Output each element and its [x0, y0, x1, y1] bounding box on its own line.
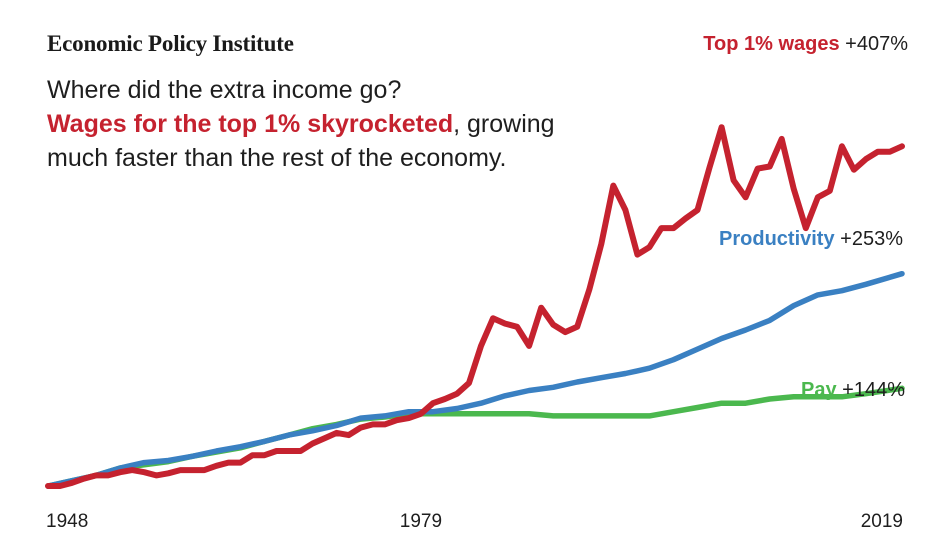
series-line-productivity [45, 270, 905, 489]
headline-part2: , growing much faster than the rest of t… [47, 110, 555, 172]
series-labels: Top 1% wages +407% Productivity +253% Pay … [703, 33, 908, 401]
series-name-productivity: Productivity [719, 228, 840, 250]
x-axis-ticks: 1948 1979 2019 [46, 511, 903, 532]
series-change-pay: +144% [842, 379, 905, 401]
x-tick-label: 1979 [400, 511, 442, 532]
headline-highlight: Wages for the top 1% skyrocketed [47, 110, 454, 138]
series-change-top1: +407% [845, 33, 908, 55]
series-name-top1: Top 1% wages [703, 33, 845, 55]
series-label-top1: Top 1% wages +407% [703, 33, 908, 55]
x-tick-label: 1948 [46, 511, 88, 532]
series-line-top1 [45, 124, 905, 489]
headline-part1: Where did the extra income go? [47, 76, 402, 104]
series-label-pay: Pay +144% [801, 379, 905, 401]
headline: Where did the extra income go? Wages for … [47, 73, 567, 175]
series-lines [45, 124, 905, 489]
series-label-productivity: Productivity +253% [719, 228, 903, 250]
series-name-pay: Pay [801, 379, 842, 401]
series-change-productivity: +253% [840, 228, 903, 250]
x-tick-label: 2019 [861, 511, 903, 532]
source-title: Economic Policy Institute [47, 31, 294, 56]
